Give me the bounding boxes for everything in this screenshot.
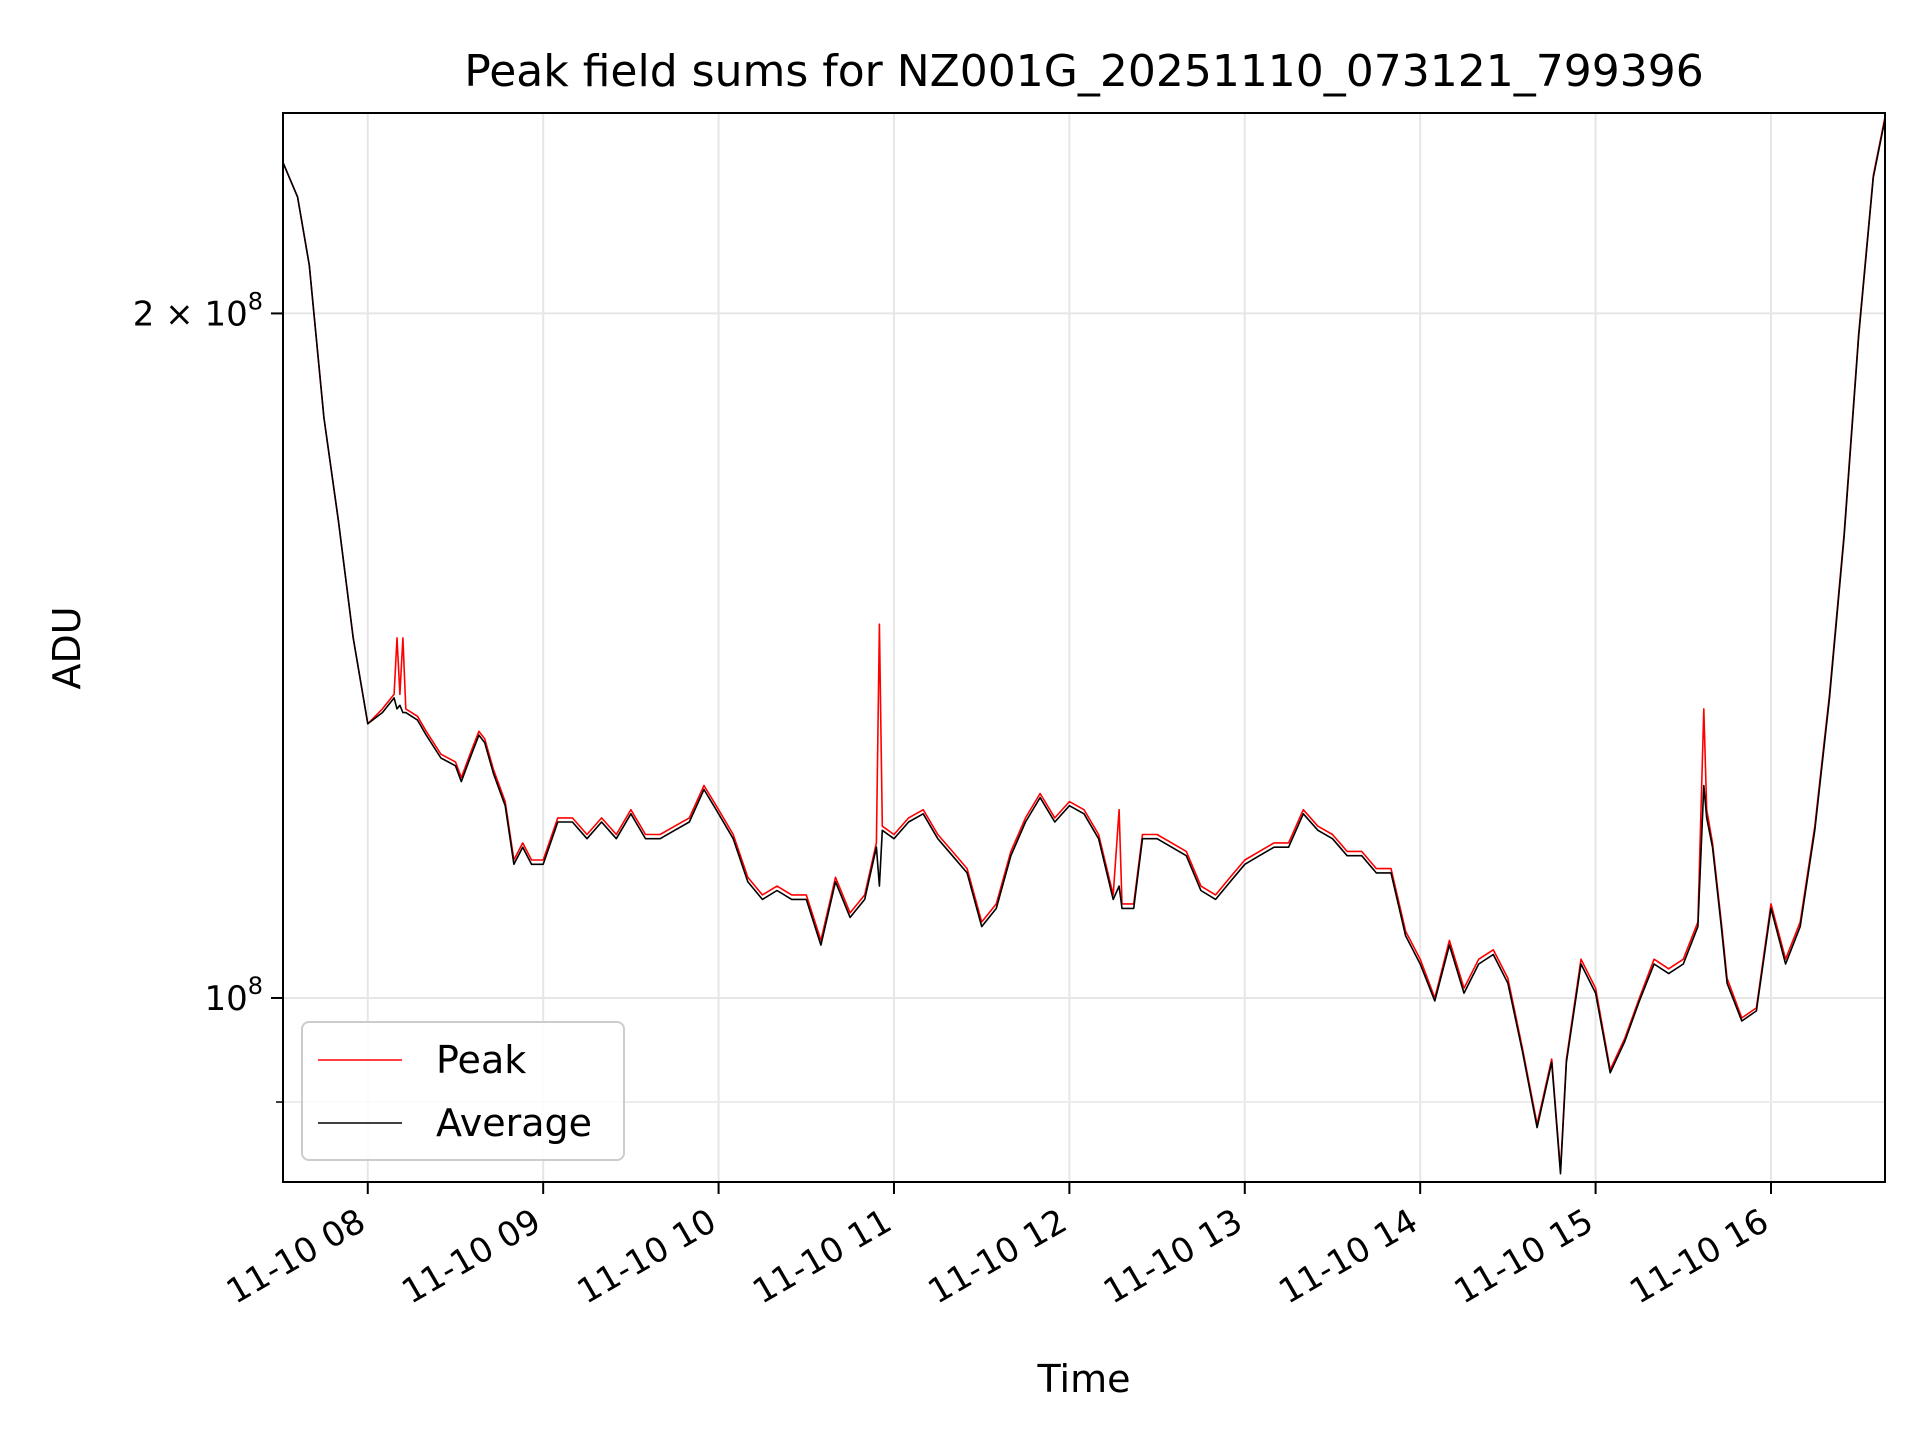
x-tick-label: 11-10 10 — [571, 1201, 723, 1312]
x-tick-label: 11-10 08 — [220, 1201, 372, 1312]
legend-label-peak: Peak — [436, 1038, 526, 1082]
x-tick-label: 11-10 11 — [746, 1201, 898, 1312]
y-tick-label: 2 × 108 — [133, 287, 263, 334]
x-tick-label: 11-10 16 — [1623, 1201, 1775, 1312]
x-tick-label: 11-10 09 — [395, 1201, 547, 1312]
y-tick-label: 108 — [204, 972, 263, 1019]
x-tick-label: 11-10 14 — [1272, 1201, 1424, 1312]
series-line-average — [282, 118, 1886, 1175]
x-axis-label: Time — [1037, 1357, 1131, 1401]
series-line-peak — [282, 116, 1886, 1171]
legend: Peak Average — [301, 1021, 625, 1161]
x-tick-label: 11-10 12 — [921, 1201, 1073, 1312]
y-axis-ticks: 2 × 108 108 — [133, 287, 283, 1103]
x-tick-label: 11-10 13 — [1097, 1201, 1249, 1312]
y-axis-label: ADU — [45, 606, 89, 689]
x-tick-label: 11-10 15 — [1448, 1201, 1600, 1312]
x-axis-ticks: 11-10 08 11-10 09 11-10 10 11-10 11 11-10 12… — [220, 1182, 1775, 1312]
plot-frame — [282, 112, 1886, 1183]
legend-box — [301, 1021, 625, 1161]
series-layer — [282, 116, 1886, 1175]
legend-label-average: Average — [436, 1101, 592, 1145]
chart-title: Peak field sums for NZ001G_20251110_0731… — [464, 46, 1703, 97]
